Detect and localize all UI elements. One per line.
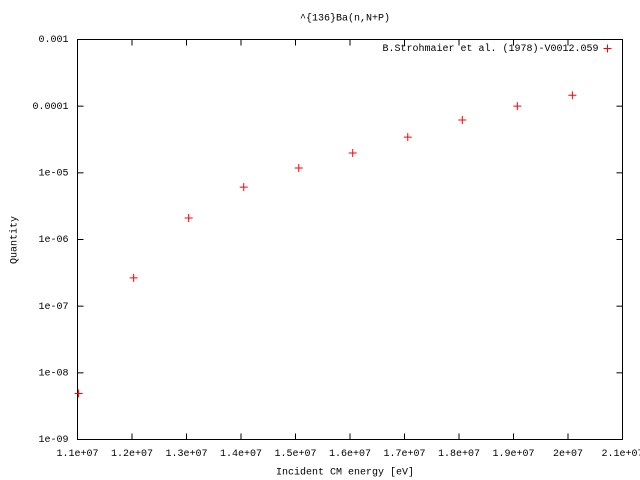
y-tick-label: 1e-05	[38, 168, 68, 179]
legend-marker	[603, 44, 612, 53]
x-tick-label: 1.9e+07	[492, 449, 534, 460]
marker	[239, 183, 248, 192]
marker	[74, 389, 83, 398]
y-axis-label: Quantity	[9, 216, 21, 264]
marker	[568, 91, 577, 100]
x-tick-label: 2.1e+07	[601, 449, 640, 460]
marker	[458, 116, 467, 125]
x-tick-label: 1.2e+07	[111, 449, 153, 460]
x-tick-label: 2e+07	[553, 449, 583, 460]
x-tick-label: 1.3e+07	[165, 449, 207, 460]
y-tick-label: 0.001	[38, 35, 68, 46]
marker	[403, 133, 412, 142]
x-tick-label: 1.4e+07	[220, 449, 262, 460]
marker	[513, 102, 522, 111]
x-axis-label: Incident CM energy [eV]	[276, 467, 414, 479]
marker	[348, 149, 357, 158]
y-tick-label: 1e-07	[38, 302, 68, 313]
x-tick-label: 1.5e+07	[274, 449, 316, 460]
legend-label: B.Strohmaier et al. (1978)-V0012.059	[382, 43, 598, 55]
marker	[129, 273, 138, 282]
y-tick-label: 1e-06	[38, 235, 68, 246]
y-tick-label: 1e-08	[38, 368, 68, 379]
y-tick-label: 0.0001	[32, 102, 68, 113]
chart-title: ^{136}Ba(n,N+P)	[300, 13, 390, 25]
x-tick-label: 1.8e+07	[438, 449, 480, 460]
x-tick-label: 1.1e+07	[56, 449, 98, 460]
x-tick-label: 1.7e+07	[383, 449, 425, 460]
plot-frame	[77, 39, 623, 440]
marker	[294, 164, 303, 173]
y-tick-label: 1e-09	[38, 435, 68, 446]
marker	[184, 214, 193, 223]
x-tick-label: 1.6e+07	[329, 449, 371, 460]
